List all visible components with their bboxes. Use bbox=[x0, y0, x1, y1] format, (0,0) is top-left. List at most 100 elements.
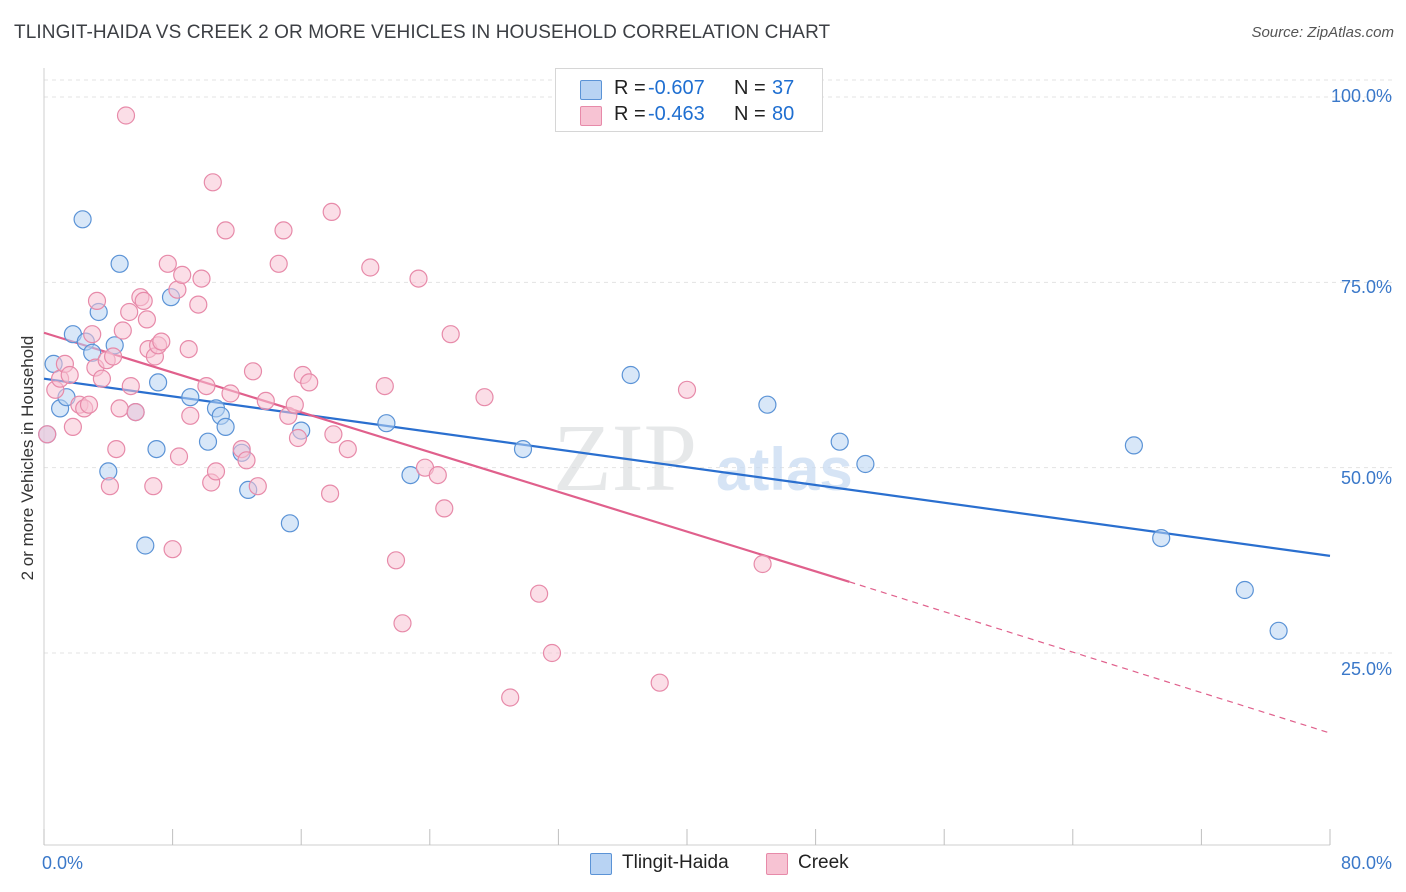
tlingit-point bbox=[73, 210, 92, 229]
creek-point bbox=[338, 440, 357, 459]
creek-point bbox=[375, 377, 394, 396]
tlingit-point bbox=[216, 417, 235, 436]
data-points bbox=[38, 106, 1288, 707]
watermark-atlas: atlas bbox=[716, 436, 853, 503]
tlingit-point bbox=[1124, 436, 1144, 455]
creek-point bbox=[435, 499, 454, 518]
creek-point bbox=[163, 540, 182, 559]
y-tick-label-25: 25.0% bbox=[1340, 659, 1392, 679]
creek-point bbox=[322, 202, 341, 221]
r-label: R = bbox=[614, 103, 646, 125]
tlingit-point bbox=[1235, 580, 1254, 600]
creek-point bbox=[206, 462, 226, 481]
tlingit-point bbox=[621, 365, 640, 385]
y-tick-label-50: 50.0% bbox=[1340, 468, 1392, 488]
creek-point bbox=[121, 377, 140, 396]
creek-point bbox=[285, 395, 304, 414]
tlingit-point bbox=[830, 432, 849, 451]
creek-point bbox=[274, 221, 293, 240]
n-value: 37 bbox=[772, 77, 795, 99]
trend-lines bbox=[43, 331, 1331, 734]
creek-point bbox=[428, 466, 447, 485]
creek-point bbox=[197, 377, 216, 396]
creek-point bbox=[100, 477, 120, 496]
creek-point bbox=[475, 388, 494, 407]
creek-point bbox=[87, 291, 107, 310]
creek-point bbox=[203, 173, 222, 192]
x-axis bbox=[43, 68, 1331, 846]
creek-point bbox=[152, 332, 171, 351]
y-tick-label-100: 100.0% bbox=[1330, 86, 1392, 106]
tlingit-point bbox=[149, 373, 168, 392]
legend-label: Creek bbox=[798, 852, 849, 873]
creek-point bbox=[243, 362, 263, 381]
creek-point bbox=[126, 403, 145, 422]
tlingit-trend-line bbox=[43, 377, 1331, 557]
creek-point bbox=[221, 384, 240, 403]
creek-point bbox=[529, 584, 549, 603]
creek-point bbox=[60, 365, 79, 385]
creek-point bbox=[120, 302, 139, 322]
creek-point bbox=[92, 369, 112, 388]
creek-point bbox=[542, 643, 562, 663]
legend-label: Tlingit-Haida bbox=[622, 852, 729, 873]
creek-point bbox=[409, 269, 428, 288]
creek-point bbox=[393, 614, 412, 633]
creek-point bbox=[269, 254, 288, 273]
source-label: Source: ZipAtlas.com bbox=[1251, 24, 1394, 41]
creek-legend-swatch bbox=[766, 853, 788, 875]
creek-point bbox=[38, 425, 57, 444]
r-value: -0.463 bbox=[648, 103, 705, 125]
tlingit-swatch bbox=[580, 80, 602, 100]
creek-trend-extension bbox=[849, 581, 1331, 734]
creek-point bbox=[79, 395, 99, 414]
tlingit-point bbox=[147, 440, 166, 459]
creek-point bbox=[248, 477, 267, 496]
creek-point bbox=[650, 673, 669, 692]
n-value: 80 bbox=[772, 103, 795, 125]
tlingit-point bbox=[401, 466, 420, 485]
creek-point bbox=[63, 417, 83, 436]
creek-point bbox=[192, 269, 211, 288]
tlingit-point bbox=[280, 514, 299, 533]
creek-point bbox=[110, 399, 129, 418]
tlingit-point bbox=[1269, 621, 1288, 640]
tlingit-point bbox=[181, 388, 200, 407]
creek-point bbox=[361, 258, 380, 277]
tlingit-point bbox=[198, 432, 218, 451]
tlingit-point bbox=[758, 395, 777, 414]
x-tick-label-min: 0.0% bbox=[42, 853, 84, 873]
creek-point bbox=[189, 295, 208, 314]
creek-point bbox=[677, 380, 697, 399]
creek-point bbox=[169, 447, 189, 466]
tlingit-point bbox=[856, 454, 875, 474]
creek-point bbox=[144, 477, 163, 496]
creek-point bbox=[103, 347, 123, 366]
chart-title: TLINGIT-HAIDA VS CREEK 2 OR MORE VEHICLE… bbox=[14, 22, 831, 43]
creek-point bbox=[753, 554, 772, 574]
creek-point bbox=[386, 551, 406, 570]
creek-point bbox=[300, 373, 319, 392]
tlingit-point bbox=[1152, 528, 1171, 548]
x-tick-label-max: 80.0% bbox=[1340, 853, 1392, 873]
tlingit-legend-swatch bbox=[590, 853, 612, 875]
creek-point bbox=[107, 440, 126, 459]
creek-point bbox=[216, 221, 235, 240]
creek-point bbox=[321, 484, 340, 503]
r-value: -0.607 bbox=[648, 77, 705, 99]
r-label: R = bbox=[614, 77, 646, 99]
creek-point bbox=[324, 425, 343, 444]
creek-point bbox=[137, 310, 156, 329]
tlingit-point bbox=[513, 440, 533, 459]
tlingit-point bbox=[377, 414, 396, 433]
stats-box: R = -0.607 N = 37 R = -0.463 N = 80 bbox=[555, 68, 823, 132]
creek-point bbox=[441, 325, 460, 344]
y-tick-label-75: 75.0% bbox=[1340, 277, 1392, 297]
creek-point bbox=[83, 325, 102, 344]
watermark-zip: ZIP bbox=[553, 404, 697, 511]
creek-point bbox=[173, 265, 192, 284]
creek-swatch bbox=[580, 106, 602, 126]
creek-point bbox=[179, 340, 198, 359]
tlingit-point bbox=[136, 536, 155, 555]
